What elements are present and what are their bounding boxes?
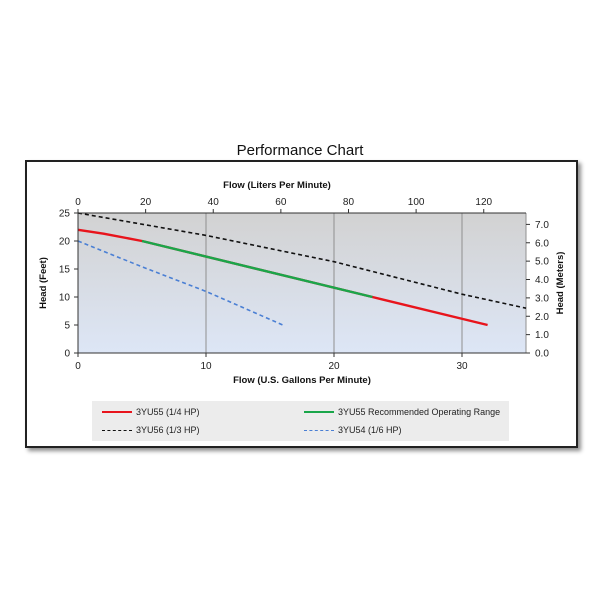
y2-tick-label: 5.0 [535,257,549,268]
x2-tick-label: 80 [343,197,355,208]
x2-tick-label: 20 [140,197,152,208]
y2-tick-label: 3.0 [535,293,549,304]
x-tick-label: 30 [456,361,468,372]
legend-swatch [304,429,334,431]
chart-title: Performance Chart [236,142,364,159]
x-tick-label: 0 [75,361,81,372]
legend-label: 3YU55 Recommended Operating Range [338,407,501,417]
chart-svg: 0 5 10 15 20 25 0 10 20 30 0 20 40 60 80 100 120 0.0 1.0 2.… [38,180,566,386]
legend-label: 3YU54 (1/6 HP) [338,425,402,435]
y2-tick-label: 0.0 [535,349,549,360]
y-tick-label: 10 [59,293,71,304]
y-tick-label: 5 [64,321,70,332]
x2-tick-label: 100 [408,197,425,208]
legend-label: 3YU55 (1/4 HP) [136,407,200,417]
x2-tick-label: 120 [475,197,492,208]
y2-tick-label: 4.0 [535,275,549,286]
legend-label: 3YU56 (1/3 HP) [136,425,200,435]
y2-tick-label: 2.0 [535,312,549,323]
y2-tick-label: 7.0 [535,220,549,231]
legend: 3YU55 (1/4 HP) 3YU55 Recommended Operatin… [92,401,509,441]
legend-swatch [304,411,334,413]
x2-tick-label: 40 [208,197,220,208]
y-axis-title: Head (Feet) [38,257,49,309]
x2-tick-label: 60 [275,197,287,208]
legend-item: 3YU56 (1/3 HP) [102,425,200,435]
y2-axis-title: Head (Meters) [555,252,566,315]
legend-swatch [102,429,132,431]
legend-item: 3YU55 Recommended Operating Range [304,407,500,417]
y-tick-label: 20 [59,237,71,248]
y-tick-label: 15 [59,265,71,276]
y-tick-label: 0 [64,349,70,360]
y2-tick-label: 1.0 [535,330,549,341]
series-line-1 [141,239,373,299]
legend-item: 3YU54 (1/6 HP) [304,425,402,435]
x2-axis-title: Flow (Liters Per Minute) [223,180,331,191]
y2-tick-label: 6.0 [535,238,549,249]
legend-swatch [102,411,132,413]
x-axis-title: Flow (U.S. Gallons Per Minute) [233,375,371,386]
x-tick-label: 20 [328,361,340,372]
x2-tick-label: 0 [75,197,81,208]
legend-item: 3YU55 (1/4 HP) [102,407,200,417]
y-tick-label: 25 [59,209,71,220]
plot-area [78,213,526,353]
x-tick-label: 10 [200,361,212,372]
series-line-2 [77,212,527,309]
chart-frame: 0 5 10 15 20 25 0 10 20 30 0 20 40 60 80 100 120 0.0 1.0 2.… [25,160,578,448]
